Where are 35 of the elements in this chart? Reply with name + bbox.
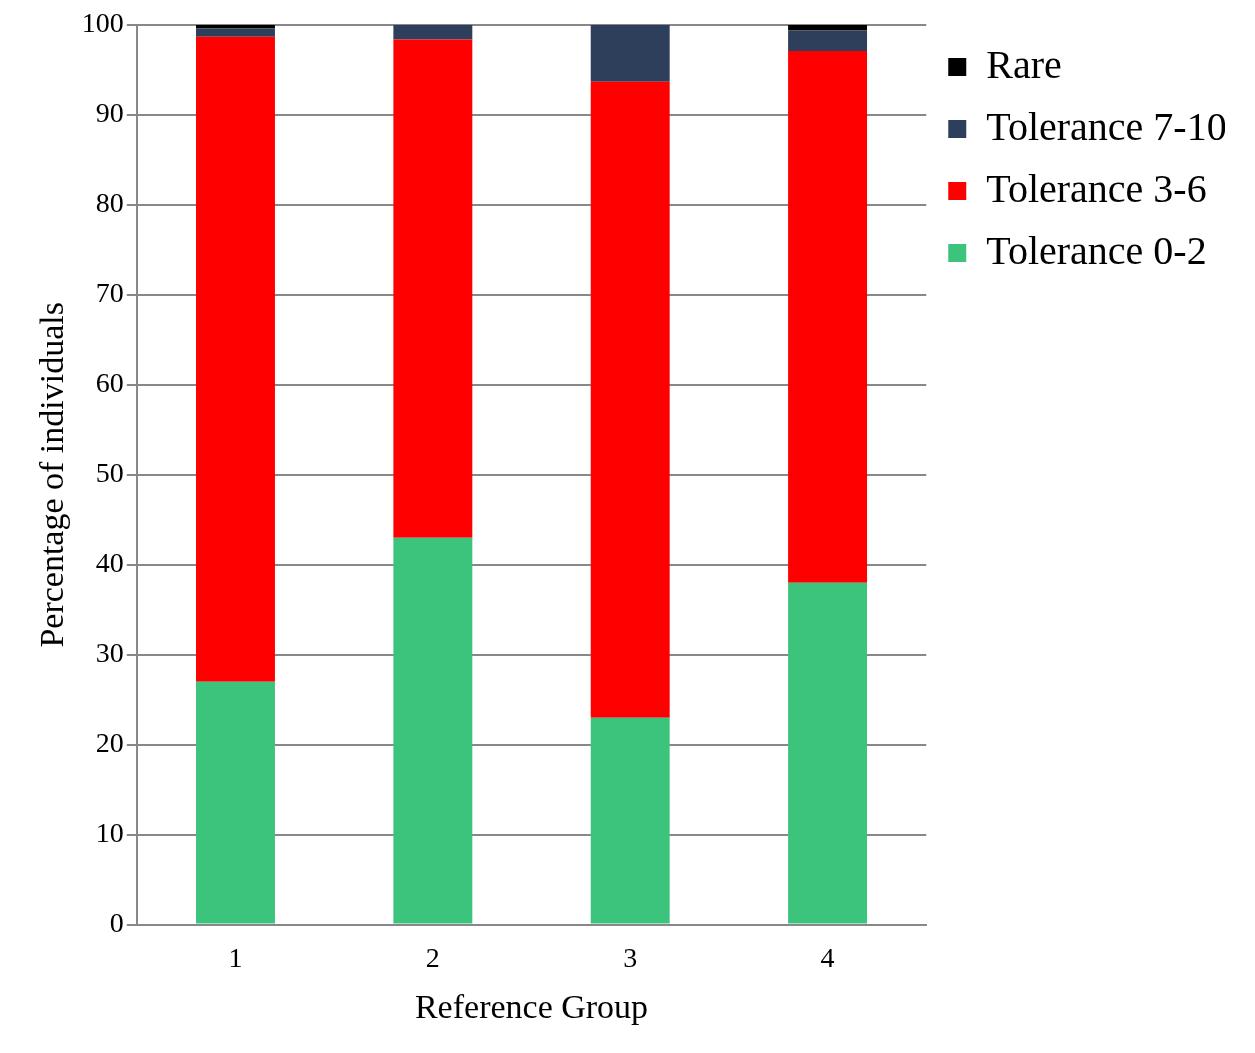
bar bbox=[196, 681, 275, 924]
legend-label: Tolerance 7-10 bbox=[986, 103, 1227, 149]
x-axis-title: Reference Group bbox=[414, 987, 649, 1025]
y-tick-label: 90 bbox=[95, 97, 124, 129]
y-tick-label: 20 bbox=[95, 727, 124, 759]
bar bbox=[788, 25, 868, 31]
y-tick-label: 70 bbox=[95, 277, 124, 309]
bar bbox=[788, 582, 868, 924]
x-tick-label: 2 bbox=[425, 941, 440, 973]
x-tick-label: 3 bbox=[623, 941, 638, 973]
y-tick-label: 50 bbox=[95, 457, 124, 489]
legend-label: Rare bbox=[986, 41, 1062, 87]
bar bbox=[590, 25, 670, 82]
bar bbox=[788, 30, 868, 52]
bar bbox=[393, 537, 473, 924]
y-tick-label: 0 bbox=[109, 906, 124, 938]
bar bbox=[196, 28, 275, 37]
y-tick-label: 80 bbox=[95, 187, 124, 219]
legend-label: Tolerance 0-2 bbox=[986, 227, 1207, 273]
legend-label: Tolerance 3-6 bbox=[986, 165, 1207, 211]
x-tick-label: 1 bbox=[228, 941, 243, 973]
y-axis-title: Percentage of individuals bbox=[33, 302, 71, 648]
bar bbox=[196, 36, 275, 682]
bar bbox=[590, 81, 670, 718]
y-tick-label: 30 bbox=[95, 637, 124, 669]
bar bbox=[196, 25, 275, 29]
y-tick-label: 100 bbox=[81, 7, 124, 39]
bar bbox=[590, 717, 670, 924]
bar bbox=[393, 39, 473, 538]
y-tick-label: 10 bbox=[95, 817, 124, 848]
y-tick-label: 60 bbox=[95, 367, 124, 399]
bar bbox=[788, 51, 868, 583]
bar bbox=[393, 25, 473, 40]
y-tick-label: 40 bbox=[95, 547, 124, 579]
x-tick-label: 4 bbox=[820, 941, 835, 973]
